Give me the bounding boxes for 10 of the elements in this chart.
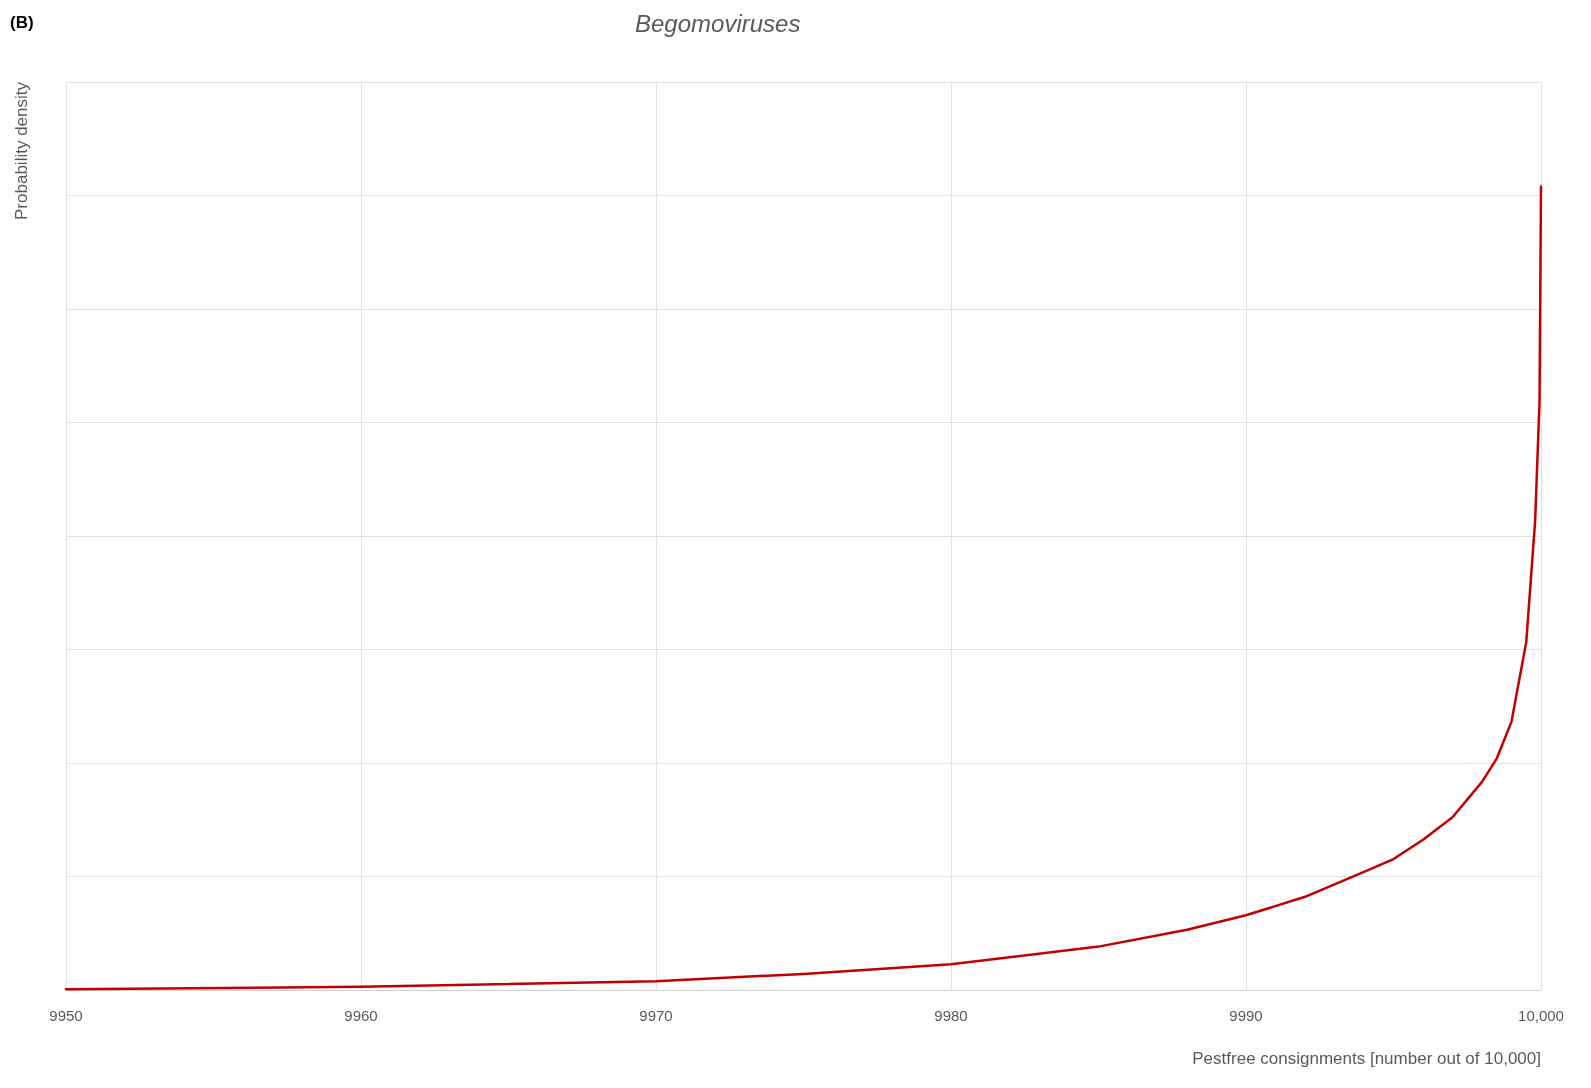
text: (B) [10,13,34,32]
y-axis-title: Probability density [12,81,31,220]
x-tick-label: 9960 [344,1007,378,1024]
x-tick-label: 10,000 [1518,1007,1564,1024]
x-tick-label: 9980 [934,1007,968,1024]
chart-title: Begomoviruses [635,9,801,37]
x-tick-label: 9970 [639,1007,673,1024]
x-tick-label: 9950 [49,1007,83,1024]
x-axis-title: Pestfree consignments [number out of 10,000] [1192,1049,1541,1068]
x-tick-label: 9990 [1229,1007,1263,1024]
